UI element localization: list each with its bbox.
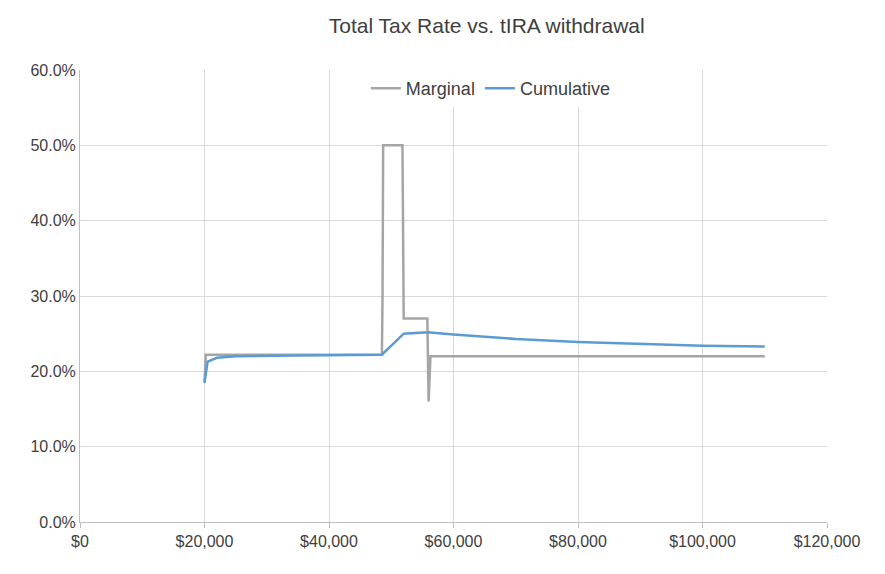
svg-text:30.0%: 30.0%	[30, 288, 75, 305]
svg-text:20.0%: 20.0%	[30, 363, 75, 380]
svg-text:$40,000: $40,000	[300, 533, 358, 550]
svg-text:Cumulative: Cumulative	[520, 79, 610, 99]
svg-text:$80,000: $80,000	[549, 533, 607, 550]
svg-text:40.0%: 40.0%	[30, 212, 75, 229]
svg-text:60.0%: 60.0%	[30, 62, 75, 79]
svg-text:$20,000: $20,000	[176, 533, 234, 550]
svg-text:Total Tax Rate vs. tIRA withdr: Total Tax Rate vs. tIRA withdrawal	[329, 14, 645, 37]
svg-text:$100,000: $100,000	[669, 533, 736, 550]
svg-text:$120,000: $120,000	[794, 533, 861, 550]
svg-text:0.0%: 0.0%	[39, 514, 75, 531]
svg-text:50.0%: 50.0%	[30, 137, 75, 154]
svg-text:Marginal: Marginal	[406, 79, 475, 99]
svg-text:10.0%: 10.0%	[30, 438, 75, 455]
svg-text:$0: $0	[71, 533, 89, 550]
svg-text:$60,000: $60,000	[425, 533, 483, 550]
